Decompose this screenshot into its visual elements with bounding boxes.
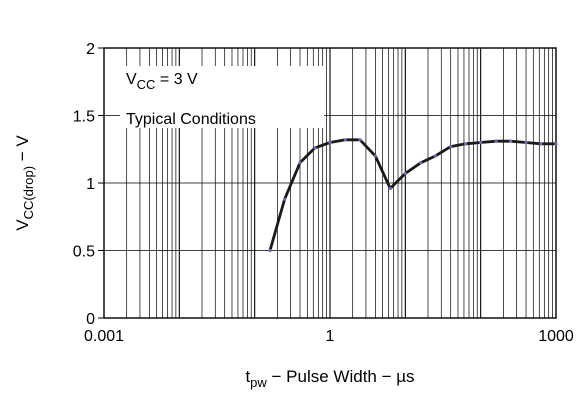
data-point: [403, 171, 407, 176]
annotation-typical-conditions: Typical Conditions: [126, 111, 256, 128]
y-tick-label: 0.5: [73, 244, 95, 261]
x-tick-label: 1000: [538, 328, 574, 345]
data-point: [463, 142, 468, 146]
data-point: [419, 161, 423, 165]
x-axis-label: tpw − Pulse Width − µs: [245, 367, 414, 390]
data-point: [283, 197, 287, 201]
annotation-background: [120, 66, 324, 128]
data-point: [509, 139, 513, 143]
data-point: [433, 154, 437, 158]
y-axis-label: VCC(drop) − V: [13, 135, 36, 231]
y-tick-label: 2: [86, 41, 95, 58]
y-tick-label: 1.5: [73, 109, 95, 126]
data-point: [539, 142, 543, 146]
y-tick-labels: 0 0.5 1 1.5 2: [73, 41, 104, 328]
data-point: [298, 161, 302, 165]
data-point: [343, 138, 347, 142]
data-point: [449, 144, 453, 149]
data-point: [554, 142, 558, 146]
x-tick-label: 1: [326, 328, 335, 345]
data-point: [373, 154, 377, 158]
series-line-0: [268, 138, 558, 252]
data-point: [524, 140, 528, 145]
data-point: [268, 248, 272, 253]
series-layer: [268, 138, 558, 253]
annotation-vcc: VCC = 3 V: [126, 71, 198, 92]
data-point: [358, 138, 362, 142]
annotation-box: VCC = 3 V Typical Conditions: [120, 66, 324, 128]
data-point: [479, 140, 483, 145]
data-point: [328, 140, 332, 145]
y-tick-label: 0: [86, 311, 95, 328]
data-point: [494, 139, 498, 143]
y-tick-label: 1: [86, 176, 95, 193]
x-tick-labels: 0.001 1 1000: [84, 328, 574, 345]
data-point: [388, 186, 392, 190]
x-tick-label: 0.001: [84, 328, 124, 345]
data-point: [313, 146, 317, 150]
